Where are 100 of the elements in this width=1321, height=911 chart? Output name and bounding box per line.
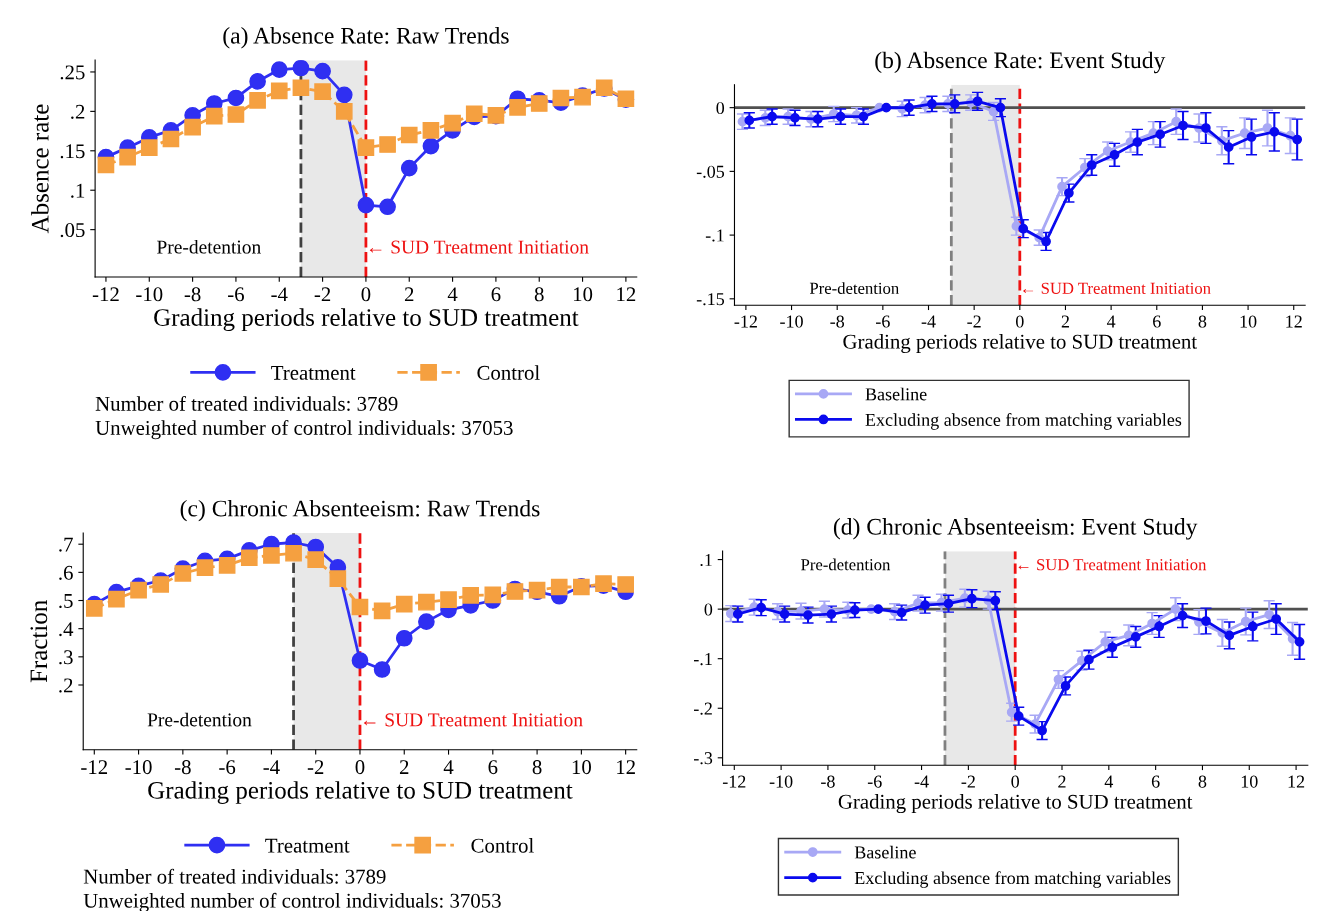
chart-title: (b) Absence Rate: Event Study [875,51,1166,74]
text: Number of treated individuals: 3789 [83,868,386,884]
legend-label: Treatment [271,366,356,380]
x-tick-label: 4 [447,287,458,302]
y-axis-title: Absence rate [31,104,49,234]
x-tick-label: 6 [1151,775,1160,788]
x-tick-label: -8 [184,287,201,302]
x-axis-title: Grading periods relative to SUD treatment [838,794,1193,814]
x-tick-label: -6 [219,760,236,775]
x-axis-title: Grading periods relative to SUD treatment [843,334,1198,354]
x-tick-label: 6 [491,287,501,302]
x-tick-label: 0 [361,287,371,302]
legend-label: Treatment [265,838,350,853]
x-tick-label: -2 [961,775,975,788]
y-axis-title: Fraction [30,600,48,683]
x-tick-label: 4 [1104,775,1114,788]
y-tick-label: .5 [59,594,73,609]
x-tick-label: -4 [914,775,929,788]
x-tick-label: 4 [1106,315,1116,328]
x-tick-label: 10 [1241,775,1258,788]
annotation: Pre-detention [809,282,899,294]
y-tick-label: .05 [60,223,85,238]
x-tick-label: 2 [404,287,414,302]
legend-label: Control [477,365,540,380]
x-tick-label: 12 [617,287,636,302]
y-tick-label: -.15 [696,293,725,306]
x-tick-label: -2 [314,287,331,302]
x-tick-label: 6 [488,760,498,775]
y-tick-label: -.3 [693,752,713,765]
y-tick-label: .2 [59,678,73,693]
text: Unweighted number of control individuals: 37053 [95,420,513,440]
y-tick-label: .25 [60,65,85,80]
x-tick-label: -12 [734,315,757,328]
y-tick-label: -.05 [696,165,725,178]
x-tick-label: 8 [1198,315,1207,328]
x-tick-label: -8 [830,315,845,328]
ref-line-label: ← SUD Treatment Initiation [369,240,589,254]
x-tick-label: -12 [722,775,746,788]
y-tick-label: .1 [71,183,85,198]
y-tick-label: .3 [59,650,73,665]
x-tick-label: 0 [355,760,365,775]
x-tick-label: 2 [1058,775,1066,788]
x-tick-label: 12 [617,760,635,774]
legend-label: Control [471,838,534,853]
y-tick-label: .1 [700,553,712,567]
x-tick-label: 0 [1015,315,1024,328]
y-tick-label: .15 [60,144,85,159]
x-tick-label: 10 [572,760,591,775]
x-tick-label: 8 [532,760,542,775]
x-tick-label: -4 [921,315,936,328]
ref-line-label: ← SUD Treatment Initiation [1023,282,1211,294]
ref-line-label: ← SUD Treatment Initiation [363,713,583,727]
y-tick-label: -.1 [705,229,724,242]
x-tick-label: 12 [1286,315,1302,328]
legend-label: Baseline [854,845,916,859]
y-tick-label: .6 [59,565,73,580]
x-tick-label: -4 [263,760,280,774]
x-tick-label: -8 [821,775,835,788]
legend-label: Baseline [865,387,927,401]
y-tick-label: .2 [71,104,85,119]
x-tick-label: -10 [125,760,152,775]
chart-title: (c) Chronic Absenteeism: Raw Trends [180,499,540,522]
y-tick-label: 0 [704,603,713,616]
x-tick-label: 12 [1288,775,1305,788]
x-tick-label: 0 [1011,775,1020,788]
chart-title: (d) Chronic Absenteeism: Event Study [833,518,1198,540]
y-tick-label: .4 [59,622,74,637]
x-tick-label: 4 [443,760,454,774]
x-tick-label: -2 [967,315,981,328]
y-tick-label: .7 [59,537,73,552]
y-tick-label: 0 [716,101,725,115]
text: Number of treated individuals: 3789 [95,395,398,411]
x-tick-label: 6 [1153,315,1161,328]
x-tick-label: -10 [136,287,163,302]
annotation: Pre-detention [157,239,261,254]
legend-label: Excluding absence from matching variables [854,871,1171,888]
x-tick-label: -6 [867,775,882,788]
x-tick-label: -6 [228,287,244,302]
x-tick-label: -10 [780,315,803,328]
ref-line-label: ← SUD Treatment Initiation [1018,559,1207,571]
chart-title: (a) Absence Rate: Raw Trends [223,27,509,49]
y-tick-label: -.2 [693,702,712,715]
legend-label: Excluding absence from matching variables [865,413,1182,430]
annotation: Pre-detention [801,558,891,571]
x-axis-title: Grading periods relative to SUD treatment [154,308,579,332]
x-tick-label: -2 [307,760,324,774]
x-tick-label: 2 [1061,315,1069,328]
x-tick-label: 10 [573,287,593,302]
x-tick-label: -8 [174,760,191,775]
annotation: Pre-detention [147,712,252,727]
x-tick-label: -4 [271,287,288,302]
x-tick-label: 8 [1198,775,1207,788]
x-tick-label: 8 [534,287,544,302]
x-axis-title: Grading periods relative to SUD treatment [148,781,573,804]
y-tick-label: -.1 [693,653,712,666]
x-tick-label: -10 [769,775,793,788]
x-tick-label: -12 [81,760,108,774]
x-tick-label: -12 [92,287,119,302]
x-tick-label: -6 [876,315,890,328]
x-tick-label: 2 [399,760,409,774]
